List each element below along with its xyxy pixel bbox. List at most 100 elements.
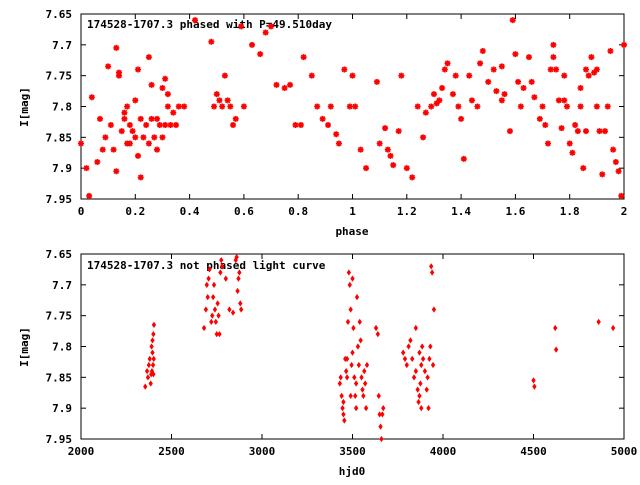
data-point bbox=[420, 134, 427, 141]
data-point bbox=[375, 331, 381, 338]
data-point bbox=[460, 155, 467, 162]
data-point bbox=[550, 54, 557, 61]
data-point bbox=[376, 392, 381, 399]
data-point bbox=[561, 72, 568, 79]
data-point bbox=[517, 103, 524, 110]
data-point bbox=[162, 122, 169, 128]
data-point bbox=[137, 174, 144, 181]
data-point bbox=[422, 109, 429, 116]
data-point bbox=[347, 281, 352, 288]
data-point bbox=[338, 374, 343, 381]
data-point bbox=[419, 405, 424, 412]
data-point bbox=[146, 361, 152, 369]
data-point bbox=[140, 134, 147, 141]
data-point bbox=[361, 392, 366, 399]
data-point bbox=[113, 168, 120, 175]
data-point bbox=[378, 423, 383, 430]
data-point bbox=[593, 103, 600, 110]
data-point bbox=[273, 81, 280, 88]
data-point bbox=[387, 152, 394, 159]
data-points bbox=[143, 253, 616, 443]
data-point bbox=[237, 269, 242, 276]
data-point bbox=[150, 349, 155, 356]
data-point bbox=[585, 72, 592, 79]
data-point bbox=[428, 103, 435, 110]
data-point bbox=[352, 103, 359, 110]
data-point bbox=[607, 48, 614, 54]
data-point bbox=[582, 66, 589, 73]
data-point bbox=[544, 140, 551, 147]
data-point bbox=[515, 78, 522, 85]
data-point bbox=[213, 318, 219, 325]
data-point bbox=[477, 60, 484, 67]
data-point bbox=[173, 122, 180, 128]
data-point bbox=[110, 146, 117, 153]
data-point bbox=[351, 324, 356, 332]
data-point bbox=[170, 109, 177, 116]
data-point bbox=[408, 337, 413, 344]
data-point bbox=[474, 103, 481, 110]
data-point bbox=[553, 346, 559, 353]
data-point bbox=[150, 361, 156, 369]
data-point bbox=[314, 103, 321, 110]
data-point bbox=[227, 306, 232, 313]
data-point bbox=[485, 78, 492, 85]
data-point bbox=[555, 97, 562, 104]
data-point bbox=[433, 100, 440, 107]
chart-title: 174528-1707.3 not phased light curve bbox=[87, 259, 326, 272]
y-tick-label: 7.9 bbox=[52, 162, 72, 175]
data-points bbox=[78, 17, 627, 199]
data-point bbox=[150, 337, 155, 344]
data-point bbox=[156, 122, 163, 128]
data-point bbox=[621, 41, 627, 48]
data-point bbox=[452, 72, 459, 79]
data-point bbox=[356, 361, 361, 369]
data-point bbox=[147, 355, 152, 362]
data-point bbox=[151, 331, 156, 338]
data-point bbox=[353, 380, 359, 387]
data-point bbox=[337, 380, 342, 387]
data-point bbox=[512, 51, 519, 58]
data-point bbox=[458, 115, 465, 122]
data-point bbox=[436, 97, 443, 104]
data-point bbox=[235, 287, 240, 295]
data-point bbox=[159, 85, 166, 91]
axis-ticks: 0 0.2 0.4 0.6 0.8 1 1.2 1.4 1.6 1.8 2 7.65 7.7 7.75 7.… bbox=[46, 8, 628, 218]
data-point bbox=[215, 300, 220, 307]
data-point bbox=[601, 128, 608, 135]
y-tick-label: 7.7 bbox=[52, 279, 72, 292]
data-point bbox=[416, 398, 421, 406]
data-point bbox=[580, 165, 587, 172]
data-point bbox=[588, 54, 595, 61]
data-point bbox=[532, 383, 537, 390]
data-point bbox=[349, 361, 354, 369]
data-point bbox=[121, 109, 128, 116]
data-point bbox=[553, 66, 560, 73]
data-point bbox=[262, 29, 269, 36]
data-point bbox=[406, 343, 411, 350]
data-point bbox=[357, 146, 364, 153]
data-point bbox=[384, 146, 391, 153]
data-point bbox=[223, 275, 228, 282]
data-point bbox=[341, 411, 346, 418]
x-tick-label: 5000 bbox=[611, 445, 638, 458]
data-point bbox=[118, 128, 125, 135]
data-point bbox=[612, 159, 619, 165]
data-point bbox=[344, 368, 349, 375]
x-tick-label: 2500 bbox=[158, 445, 185, 458]
data-point bbox=[395, 128, 402, 135]
data-point bbox=[439, 85, 446, 91]
data-point bbox=[417, 349, 422, 356]
data-point bbox=[204, 281, 209, 288]
data-point bbox=[363, 405, 369, 412]
data-point bbox=[402, 355, 408, 362]
data-point bbox=[501, 91, 508, 98]
data-point bbox=[364, 361, 370, 369]
data-point bbox=[525, 54, 532, 61]
data-point bbox=[539, 103, 546, 110]
data-point bbox=[358, 337, 363, 344]
data-point bbox=[216, 312, 221, 319]
x-tick-label: 0.2 bbox=[125, 205, 145, 218]
data-point bbox=[429, 269, 435, 276]
